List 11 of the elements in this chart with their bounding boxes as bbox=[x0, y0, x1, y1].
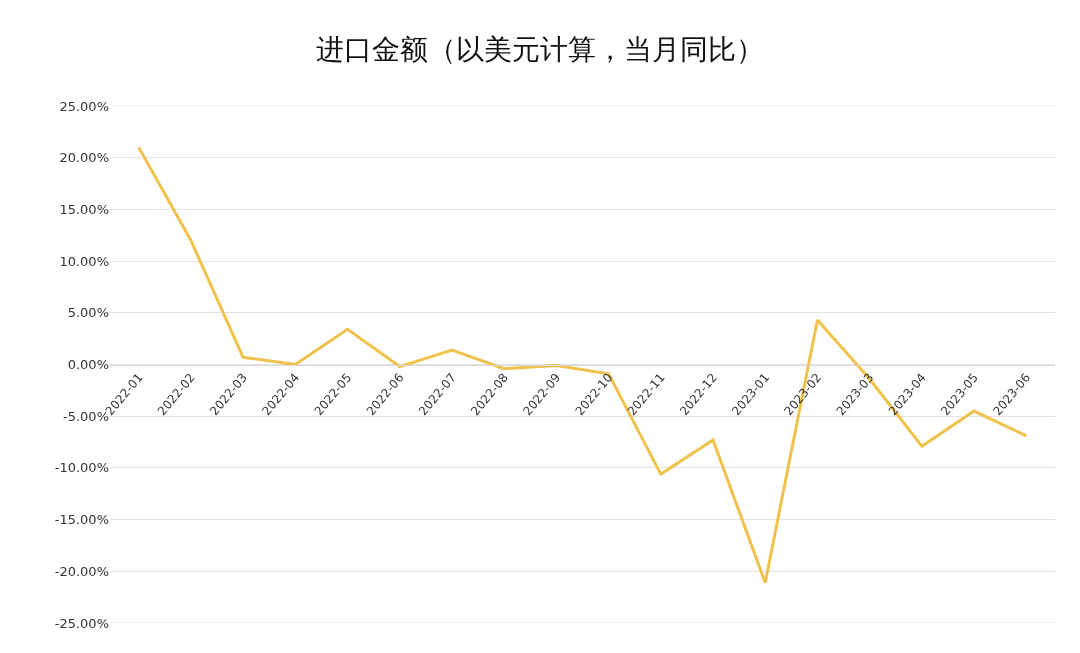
y-tick-label: 15.00% bbox=[59, 201, 109, 217]
y-tick-label: -25.00% bbox=[54, 615, 109, 631]
y-tick-label: 0.00% bbox=[67, 357, 109, 373]
y-tick-label: -10.00% bbox=[54, 460, 109, 476]
y-tick-label: -20.00% bbox=[54, 563, 109, 579]
y-tick-label: 25.00% bbox=[59, 98, 109, 114]
y-tick-label: 5.00% bbox=[67, 305, 109, 321]
chart-title: 进口金额（以美元计算，当月同比） bbox=[316, 32, 764, 66]
y-tick-label: 20.00% bbox=[59, 150, 109, 166]
y-tick-label: 10.00% bbox=[59, 253, 109, 269]
y-tick-label: -15.00% bbox=[54, 512, 109, 528]
